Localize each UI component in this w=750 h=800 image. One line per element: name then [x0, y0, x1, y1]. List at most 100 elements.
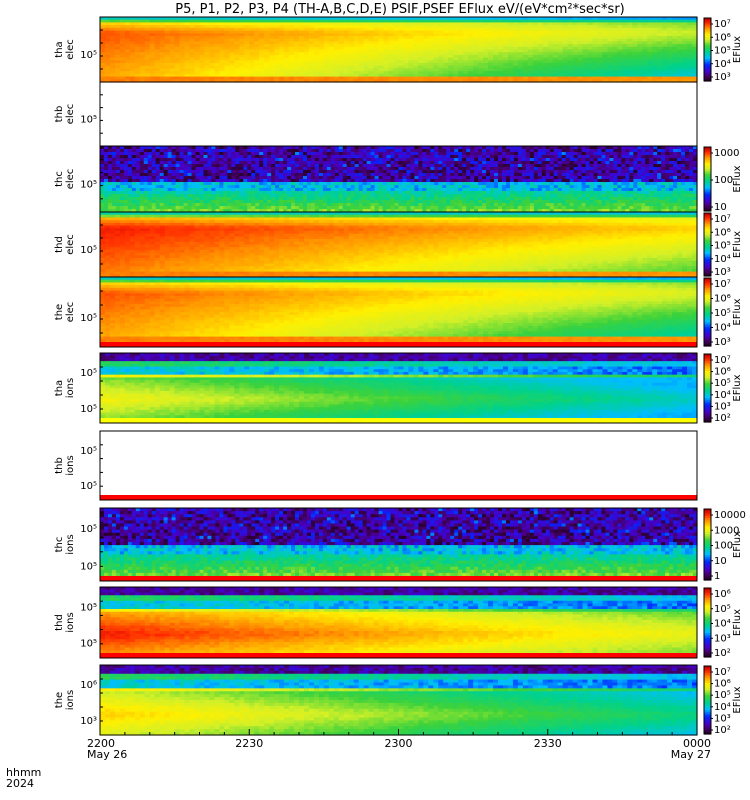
spectrogram-cell: [229, 65, 235, 70]
spectrogram-cell: [567, 79, 574, 83]
spectrogram-cell: [194, 68, 201, 72]
spectrogram-cell: [617, 19, 623, 24]
spectrogram-cell: [493, 19, 499, 24]
spectrogram-cell: [139, 57, 146, 61]
spectrogram-cell: [139, 200, 145, 204]
spectrogram-cell: [123, 149, 129, 153]
spectrogram-cell: [353, 17, 360, 21]
spectrogram-cell: [403, 71, 410, 75]
spectrogram-cell: [114, 71, 121, 75]
spectrogram-cell: [333, 73, 340, 78]
spectrogram-cell: [199, 158, 205, 162]
spectrogram-cell: [135, 203, 141, 207]
spectrogram-cell: [547, 57, 554, 61]
spectrogram-cell: [123, 167, 129, 171]
spectrogram-cell: [627, 30, 633, 34]
spectrogram-cell: [308, 63, 315, 67]
spectrogram-cell: [189, 68, 196, 72]
spectrogram-cell: [259, 22, 265, 26]
spectrogram-cell: [607, 17, 614, 21]
spectrogram-cell: [144, 65, 151, 70]
spectrogram-cell: [159, 167, 165, 171]
spectrogram-cell: [393, 73, 400, 78]
spectrogram-cell: [154, 41, 161, 45]
spectrogram-cell: [204, 17, 211, 21]
spectrogram-cell: [657, 52, 663, 56]
spectrogram-cell: [254, 49, 260, 53]
spectrogram-cell: [159, 170, 165, 174]
spectrogram-cell: [155, 185, 161, 189]
spectrogram-cell: [219, 63, 225, 67]
spectrogram-cell: [144, 33, 151, 37]
spectrogram-cell: [124, 41, 131, 45]
spectrogram-cell: [383, 22, 390, 26]
spectrogram-cell: [151, 176, 157, 180]
spectrogram-cell: [423, 30, 429, 34]
spectrogram-cell: [408, 73, 415, 78]
spectrogram-cell: [151, 149, 157, 153]
spectrogram-cell: [279, 17, 285, 21]
spectrogram-cell: [259, 25, 265, 29]
spectrogram-cell: [537, 27, 544, 32]
spectrogram-cell: [677, 44, 683, 48]
spectrogram-cell: [103, 170, 109, 174]
spectrogram-cell: [493, 22, 499, 26]
spectrogram-cell: [103, 149, 109, 153]
spectrogram-cell: [577, 73, 584, 78]
spectrogram-cell: [279, 33, 285, 37]
spectrogram-cell: [418, 35, 424, 40]
spectrogram-cell: [498, 27, 504, 32]
spectrogram-cell: [179, 185, 185, 189]
spectrogram-cell: [219, 176, 224, 180]
spectrogram-cell: [207, 200, 213, 204]
spectrogram-cell: [254, 38, 260, 42]
spectrogram-cell: [119, 22, 126, 26]
spectrogram-cell: [582, 76, 589, 80]
spectrogram-cell: [259, 41, 265, 45]
spectrogram-cell: [131, 209, 137, 213]
spectrogram-cell: [223, 179, 228, 183]
spectrogram-cell: [413, 35, 419, 40]
spectrogram-cell: [191, 200, 197, 204]
spectrogram-cell: [174, 52, 181, 56]
spectrogram-cell: [231, 176, 236, 180]
spectrogram-cell: [184, 38, 191, 42]
spectrogram-cell: [328, 41, 335, 45]
spectrogram-cell: [493, 57, 499, 61]
spectrogram-cell: [264, 73, 270, 78]
spectrogram-cell: [149, 44, 156, 48]
spectrogram-cell: [215, 161, 220, 165]
spectrogram-cell: [448, 49, 454, 53]
spectrogram-cell: [131, 179, 137, 183]
spectrogram-cell: [303, 79, 310, 83]
spectrogram-cell: [592, 63, 599, 67]
spectrogram-cell: [149, 54, 156, 59]
y-tick-label: 10⁵: [80, 114, 97, 125]
spectrogram-cell: [313, 49, 320, 53]
spectrogram-cell: [393, 27, 400, 32]
spectrogram-cell: [328, 17, 335, 21]
spectrogram-cell: [194, 41, 201, 45]
spectrogram-cell: [408, 17, 415, 21]
spectrogram-cell: [318, 38, 325, 42]
spectrogram-cell: [453, 41, 459, 45]
spectrogram-cell: [159, 194, 165, 198]
spectrogram-cell: [224, 57, 230, 61]
spectrogram-cell: [443, 30, 449, 34]
spectrogram-cell: [522, 60, 529, 64]
spectrogram-cell: [582, 33, 589, 37]
spectrogram-cell: [512, 63, 519, 67]
spectrogram-cell: [239, 68, 245, 72]
spectrogram-cell: [373, 19, 380, 24]
spectrogram-cell: [602, 41, 609, 45]
spectrogram-cell: [183, 164, 189, 168]
spectrogram-cell: [163, 149, 169, 153]
spectrogram-cell: [498, 73, 504, 78]
spectrogram-cell: [179, 170, 185, 174]
spectrogram-cell: [244, 68, 250, 72]
spectrogram-cell: [363, 35, 370, 40]
spectrogram-cell: [547, 52, 554, 56]
spectrogram-cell: [483, 35, 489, 40]
spectrogram-cell: [184, 30, 191, 34]
spectrogram-cell: [388, 76, 395, 80]
